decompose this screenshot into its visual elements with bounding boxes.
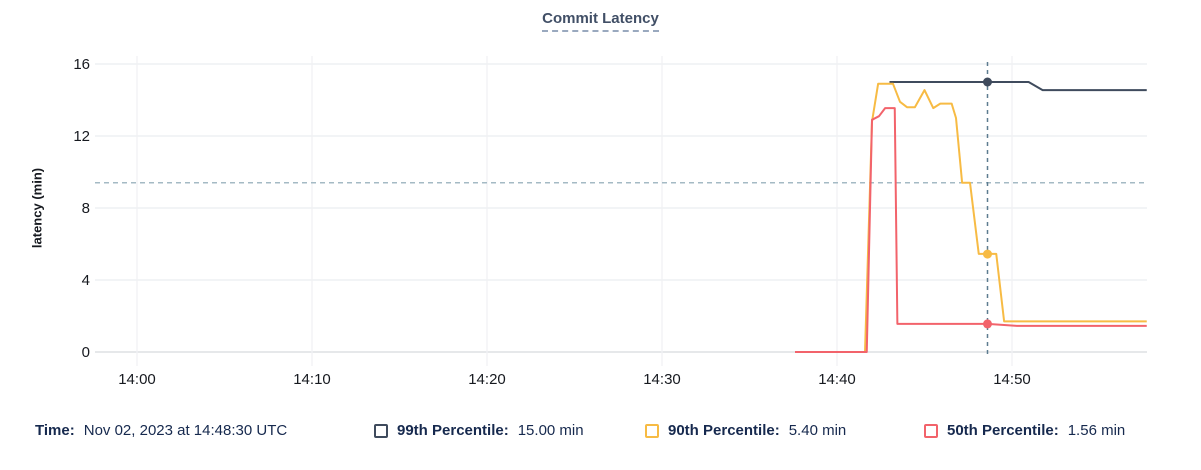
legend-swatch-99th-icon <box>374 423 388 438</box>
y-tick-label: 8 <box>82 200 90 217</box>
cursor-time-readout: Time: Nov 02, 2023 at 14:48:30 UTC <box>35 422 287 439</box>
series-line-50th[interactable] <box>795 107 1147 353</box>
time-value: Nov 02, 2023 at 14:48:30 UTC <box>83 422 288 439</box>
time-label: Time: <box>35 422 75 439</box>
x-tick-label: 14:20 <box>468 371 506 388</box>
legend-swatch-90th-icon <box>645 423 659 438</box>
chart-canvas[interactable]: 0 4 8 12 16 14:00 14:10 14:20 14:30 14:40 14:50 <box>0 0 1201 412</box>
series-line-99th[interactable] <box>889 81 1147 92</box>
x-tick-label: 14:40 <box>818 371 856 388</box>
legend-label-90th: 90th Percentile: <box>668 422 780 439</box>
legend-item-90th-percentile[interactable]: 90th Percentile: 5.40 min <box>645 422 846 439</box>
legend-label-50th: 50th Percentile: <box>947 422 1059 439</box>
marker-dot-99th[interactable] <box>983 77 992 87</box>
legend-label-99th: 99th Percentile: <box>397 422 509 439</box>
y-tick-label: 16 <box>73 56 90 73</box>
x-tick-label: 14:10 <box>293 371 331 388</box>
x-tick-label: 14:30 <box>643 371 681 388</box>
chart-title[interactable]: Commit Latency <box>542 10 659 32</box>
legend-item-50th-percentile[interactable]: 50th Percentile: 1.56 min <box>924 422 1125 439</box>
legend-value-50th: 1.56 min <box>1067 422 1126 439</box>
marker-dot-50th[interactable] <box>983 319 992 329</box>
series-line-90th[interactable] <box>864 82 1147 353</box>
x-tick-label: 14:00 <box>118 371 156 388</box>
chart-footer: Time: Nov 02, 2023 at 14:48:30 UTC 99th … <box>0 422 1201 452</box>
y-tick-label: 0 <box>82 344 90 361</box>
legend-value-99th: 15.00 min <box>517 422 584 439</box>
chart-header: Commit Latency <box>0 10 1201 32</box>
marker-dot-90th[interactable] <box>983 249 992 259</box>
legend-value-90th: 5.40 min <box>788 422 847 439</box>
legend-swatch-50th-icon <box>924 423 938 438</box>
y-tick-label: 4 <box>82 272 90 289</box>
legend-item-99th-percentile[interactable]: 99th Percentile: 15.00 min <box>374 422 584 439</box>
y-tick-label: 12 <box>73 128 90 145</box>
x-tick-label: 14:50 <box>993 371 1031 388</box>
